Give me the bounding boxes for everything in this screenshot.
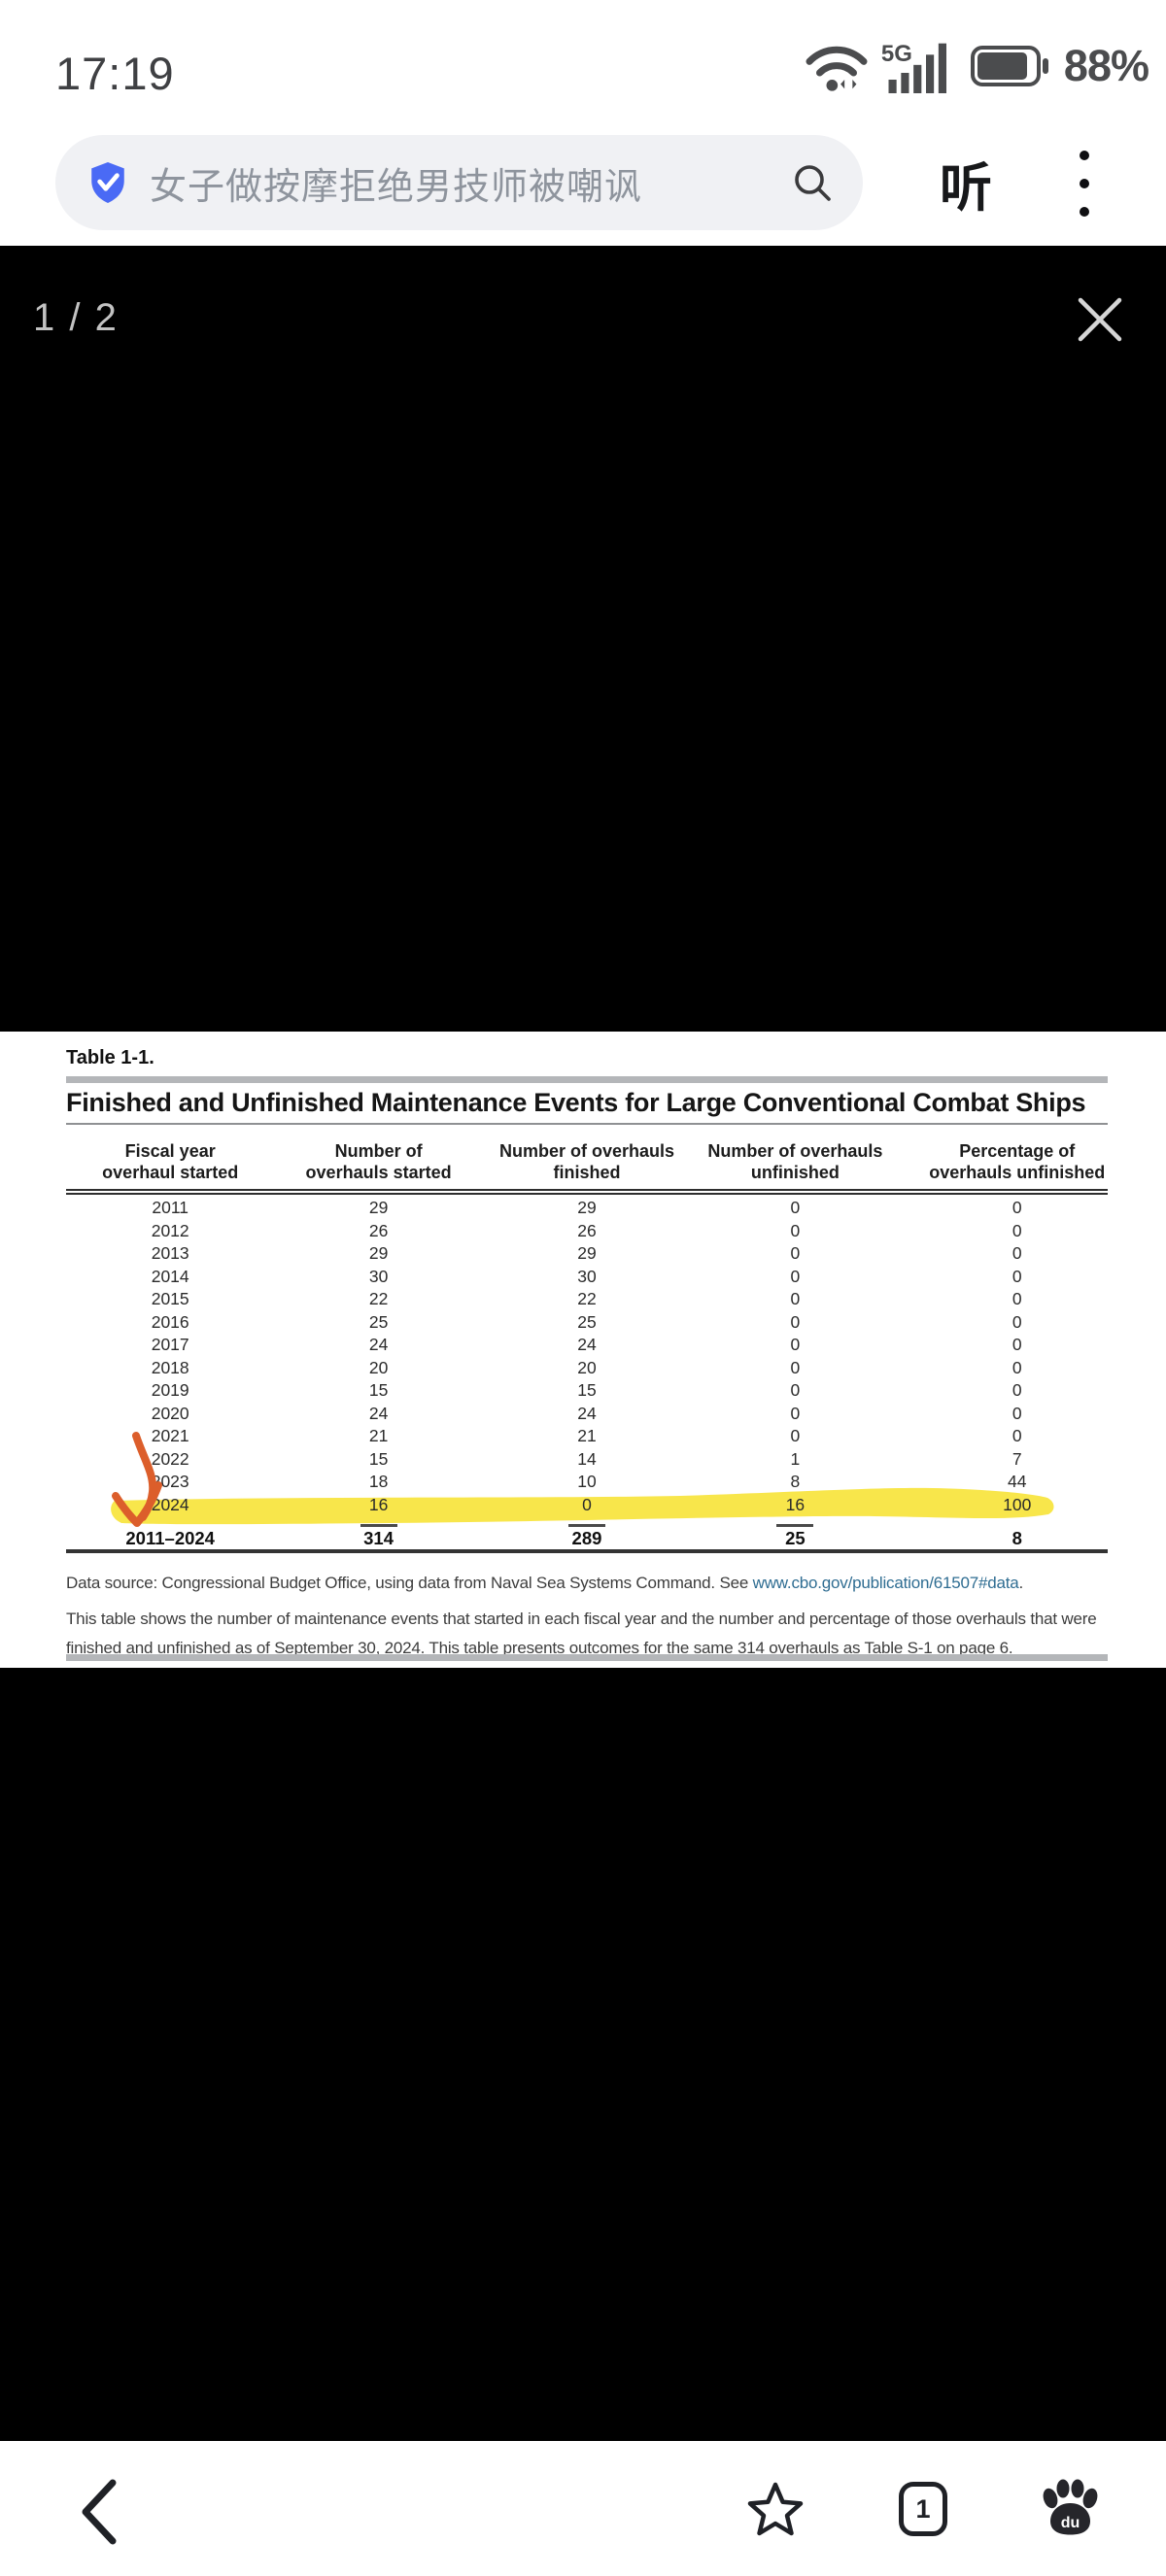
search-icon[interactable]: [791, 161, 834, 204]
table-body: 2011 29 29 0 0 2012 26 26 0 0 2013 29 29 0 0 2014 30 3…: [66, 1197, 1108, 1516]
table-row: 2022 15 14 1 7: [151, 1448, 1022, 1469]
table-row: 2019 15 15 0 0: [151, 1380, 1022, 1400]
table-note: This table shows the number of maintenan…: [66, 1610, 1097, 1657]
battery-icon: [970, 44, 1054, 88]
divider: [66, 1076, 1108, 1083]
total-overlines: [66, 1524, 1108, 1542]
col-header: Percentage of overhauls unfinished: [929, 1141, 1106, 1182]
table-title: Finished and Unfinished Maintenance Even…: [66, 1088, 1086, 1117]
network-type-label: 5G: [880, 41, 912, 67]
search-query-text: 女子做按摩拒绝男技师被嘲讽: [150, 166, 643, 208]
table-row: 2021 21 21 0 0: [151, 1426, 1022, 1445]
table-label: Table 1-1.: [66, 1047, 154, 1068]
table-row: 2023 18 10 8 44: [151, 1472, 1027, 1491]
close-icon[interactable]: [1073, 292, 1127, 347]
table-row: 2013 29 29 0 0: [151, 1243, 1022, 1263]
data-source-note: Data source: Congressional Budget Office…: [66, 1574, 1024, 1592]
baidu-brand-text: du: [1061, 2515, 1080, 2531]
table-row: 2014 30 30 0 0: [151, 1266, 1022, 1286]
divider: [66, 1549, 1108, 1553]
document-image[interactable]: Table 1-1. Finished and Unfinished Maint…: [0, 1032, 1166, 1668]
wifi-icon: [806, 46, 868, 91]
table-row-highlighted: 2024 16 0 16 100: [151, 1494, 1032, 1514]
col-header: Number of overhauls finished: [498, 1141, 674, 1182]
image-viewer: 1 / 2: [0, 246, 1166, 1032]
battery-percent: 88%: [1063, 41, 1149, 90]
tabs-button[interactable]: 1: [899, 2482, 947, 2536]
table-row: 2016 25 25 0 0: [151, 1311, 1022, 1332]
clock: 17:19: [55, 48, 175, 99]
table-row: 2017 24 24 0 0: [151, 1335, 1022, 1354]
baidu-app-icon[interactable]: du: [1038, 2476, 1102, 2542]
divider: [66, 1123, 1108, 1125]
more-options-icon[interactable]: [1065, 147, 1104, 220]
divider: [66, 1189, 1108, 1195]
status-bar: 17:19 5G 88%: [0, 0, 1166, 121]
table-row: 2018 20 20 0 0: [151, 1357, 1022, 1377]
listen-button[interactable]: 听: [935, 139, 997, 226]
signal-icon: 5G: [881, 39, 957, 93]
col-header: Number of overhauls unfinished: [707, 1141, 883, 1182]
favorite-star-icon[interactable]: [743, 2478, 807, 2542]
col-header: Fiscal year overhaul started: [102, 1141, 239, 1182]
search-header: 女子做按摩拒绝男技师被嘲讽 听: [0, 121, 1166, 246]
table-row: 2015 22 22 0 0: [151, 1289, 1022, 1308]
table-row: 2011 29 29 0 0: [152, 1198, 1022, 1217]
back-icon[interactable]: [72, 2476, 126, 2550]
table-row: 2012 26 26 0 0: [151, 1220, 1022, 1240]
table-header-row: Fiscal year overhaul started Number of ove…: [66, 1140, 1108, 1183]
page-indicator: 1 / 2: [33, 296, 119, 339]
divider: [66, 1654, 1108, 1661]
source-link[interactable]: www.cbo.gov/publication/61507#data: [752, 1574, 1019, 1592]
search-input[interactable]: 女子做按摩拒绝男技师被嘲讽: [55, 135, 863, 230]
shield-check-icon: [91, 162, 124, 203]
table-row: 2020 24 24 0 0: [151, 1403, 1022, 1423]
col-header: Number of overhauls started: [305, 1141, 452, 1182]
table-total-row: 2011–2024 314 289 25 8: [125, 1528, 1022, 1548]
bottom-nav: 1 du: [0, 2441, 1166, 2576]
